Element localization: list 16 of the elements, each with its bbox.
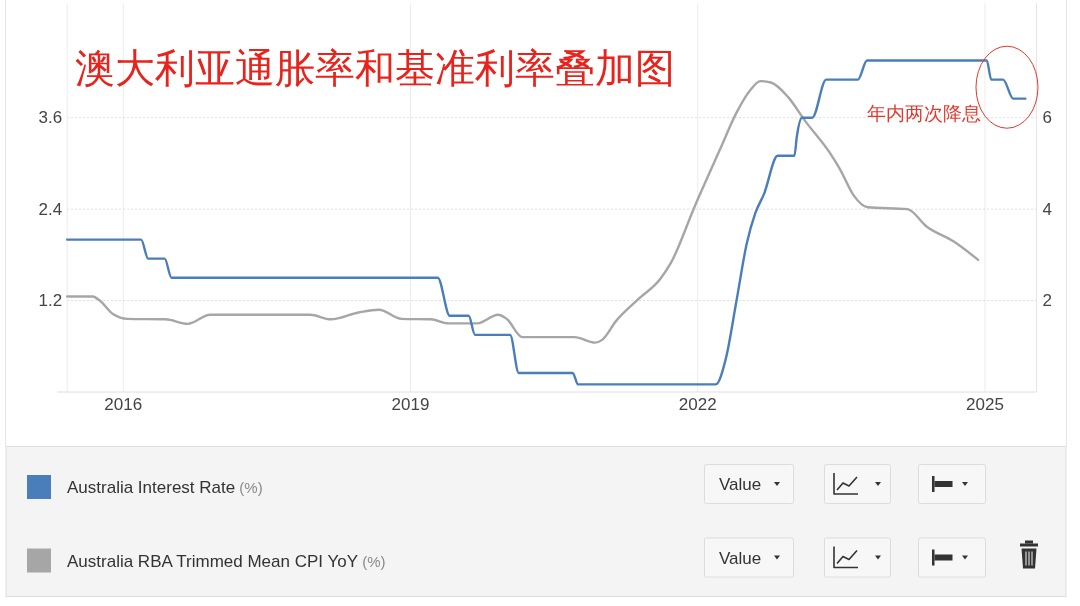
y2-tick-label: 6 [1042,108,1053,128]
text: 澳大利亚通胀率和基准利率叠加图 [75,46,675,90]
y-tick-label: 1.2 [38,291,63,311]
y-tick-label: 2.4 [38,199,63,219]
y-tick-label: 3.6 [38,108,63,128]
legend-label: Australia RBA Trimmed Mean CPI YoY (%) [67,551,386,570]
x-tick-label: 2019 [391,394,430,414]
y2-tick-label: 4 [1042,199,1053,219]
dropdown-button: Value [704,537,794,578]
x-tick-label: 2022 [678,394,717,414]
dropdown-button: Value [704,464,794,504]
annotation: 年内两次降息 [866,102,981,124]
x-tick-label: 2025 [966,394,1004,414]
legend-label: Australia Interest Rate (%) [67,477,263,497]
y2-tick-label: 2 [1042,291,1053,311]
x-tick-label: 2016 [104,394,143,414]
